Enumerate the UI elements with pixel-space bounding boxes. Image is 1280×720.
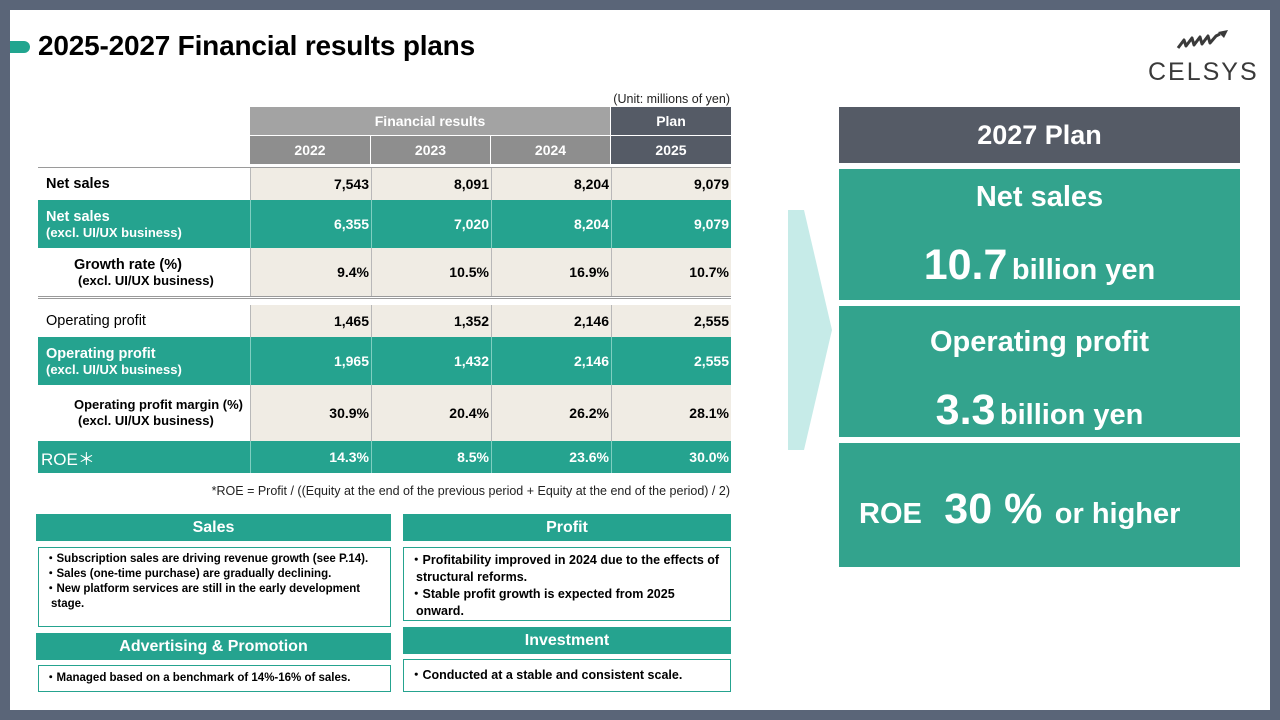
table-cell: 1,352	[371, 305, 491, 337]
table-cell: 9,079	[611, 168, 731, 200]
header-year-2022: 2022	[250, 136, 370, 164]
table-cell: 28.1%	[611, 385, 731, 441]
right-arrow-icon	[788, 210, 832, 450]
logo-text: CELSYS	[1148, 58, 1259, 86]
table-cell: 6,355	[250, 200, 371, 248]
table-row-roe: ROE＊ 14.3% 8.5% 23.6% 30.0%	[38, 441, 731, 473]
table-row-operating-profit: Operating profit 1,465 1,352 2,146 2,555	[38, 305, 731, 337]
title-accent-bar	[10, 41, 30, 53]
profit-box-body: ・Profitability improved in 2024 due to t…	[403, 547, 731, 621]
unit-note: (Unit: millions of yen)	[613, 92, 730, 106]
advertising-box-body: ・Managed based on a benchmark of 14%-16%…	[38, 665, 391, 692]
table-cell: 1,465	[250, 305, 371, 337]
plan-operating-profit-label: Operating profit	[929, 326, 1150, 358]
table-cell: 9.4%	[250, 248, 371, 296]
row-label: Operating profit	[46, 313, 146, 329]
sales-box-title: Sales	[36, 514, 391, 541]
row-label: Operating profit (excl. UI/UX business)	[38, 337, 250, 385]
slide: 2025-2027 Financial results plans CELSYS…	[10, 10, 1270, 710]
table-cell: 1,432	[371, 337, 491, 385]
table-cell: 8,204	[491, 200, 611, 248]
table-cell: 8,091	[371, 168, 491, 200]
table-cell: 8,204	[491, 168, 611, 200]
table-row-net-sales-excl: Net sales (excl. UI/UX business) 6,355 7,…	[38, 200, 731, 248]
table-cell: 10.5%	[371, 248, 491, 296]
table-cell: 8.5%	[371, 441, 491, 473]
table-cell: 2,146	[491, 337, 611, 385]
table-cell: 2,555	[611, 305, 731, 337]
table-cell: 30.9%	[250, 385, 371, 441]
investment-box-body: ・Conducted at a stable and consistent sc…	[403, 659, 731, 692]
table-cell: 2,146	[491, 305, 611, 337]
table-cell: 7,020	[371, 200, 491, 248]
table-cell: 1,965	[250, 337, 371, 385]
table-cell: 26.2%	[491, 385, 611, 441]
header-year-2023: 2023	[371, 136, 490, 164]
profit-box-title: Profit	[403, 514, 731, 541]
logo-mark-icon	[1176, 30, 1228, 49]
list-item: ・Profitability improved in 2024 due to t…	[410, 553, 720, 584]
table-cell: 7,543	[250, 168, 371, 200]
company-logo: CELSYS	[1144, 28, 1257, 86]
table-row-operating-margin: Operating profit margin (%) (excl. UI/UX …	[38, 385, 731, 441]
plan-roe-value: ROE 30 % or higher	[859, 485, 1181, 533]
table-cell: 14.3%	[250, 441, 371, 473]
plan-title: 2027 Plan	[839, 107, 1240, 163]
table-cell: 2,555	[611, 337, 731, 385]
page-title: 2025-2027 Financial results plans	[38, 30, 475, 61]
row-label: Operating profit margin (%) (excl. UI/UX …	[74, 397, 243, 428]
plan-roe-box: ROE 30 % or higher	[839, 443, 1240, 567]
header-year-2025: 2025	[611, 136, 731, 164]
advertising-box-title: Advertising & Promotion	[36, 633, 391, 660]
row-label: Growth rate (%) (excl. UI/UX business)	[74, 256, 214, 288]
plan-net-sales-value: 10.7 billion yen	[923, 241, 1156, 289]
list-item: ・Conducted at a stable and consistent sc…	[410, 668, 683, 682]
investment-box-title: Investment	[403, 627, 731, 654]
table-row-net-sales: Net sales 7,543 8,091 8,204 9,079	[38, 167, 731, 200]
plan-net-sales-box: Net sales 10.7 billion yen	[839, 169, 1240, 300]
table-cell: 10.7%	[611, 248, 731, 296]
header-financial-results: Financial results	[250, 107, 610, 135]
row-label: Net sales	[46, 176, 110, 192]
list-item: ・Subscription sales are driving revenue …	[45, 553, 369, 565]
header-plan: Plan	[610, 107, 731, 135]
table-cell: 16.9%	[491, 248, 611, 296]
table-cell: 30.0%	[611, 441, 731, 473]
table-cell: 9,079	[611, 200, 731, 248]
plan-operating-profit-box: Operating profit 3.3 billion yen	[839, 306, 1240, 437]
table-cell: 23.6%	[491, 441, 611, 473]
roe-footnote: *ROE = Profit / ((Equity at the end of t…	[211, 484, 730, 498]
list-item: ・New platform services are still in the …	[45, 583, 361, 610]
plan-operating-profit-value: 3.3 billion yen	[935, 386, 1144, 434]
row-label: ROE＊	[38, 441, 250, 473]
table-cell: 20.4%	[371, 385, 491, 441]
plan-net-sales-label: Net sales	[975, 181, 1104, 213]
list-item: ・Managed based on a benchmark of 14%-16%…	[45, 672, 351, 684]
header-year-2024: 2024	[491, 136, 610, 164]
row-label: Net sales (excl. UI/UX business)	[38, 200, 250, 248]
table-row-growth-rate: Growth rate (%) (excl. UI/UX business) 9.…	[38, 248, 731, 299]
table-row-operating-profit-excl: Operating profit (excl. UI/UX business) 1…	[38, 337, 731, 385]
list-item: ・Stable profit growth is expected from 2…	[410, 587, 675, 618]
sales-box-body: ・Subscription sales are driving revenue …	[38, 547, 391, 627]
list-item: ・Sales (one-time purchase) are gradually…	[45, 568, 332, 580]
